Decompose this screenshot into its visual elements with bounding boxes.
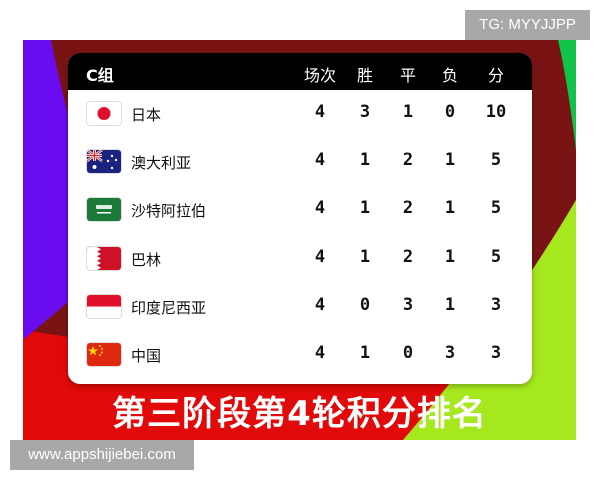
header-drawn: 平 bbox=[400, 66, 417, 85]
saudi-arabia-flag-icon bbox=[87, 198, 121, 221]
played-value: 4 bbox=[314, 198, 326, 218]
points-value: 5 bbox=[490, 150, 502, 170]
lost-value: 0 bbox=[444, 102, 456, 122]
points-value: 3 bbox=[490, 343, 502, 363]
australia-flag-icon bbox=[87, 150, 121, 173]
drawn-value: 0 bbox=[402, 343, 414, 363]
team-name: 巴林 bbox=[131, 251, 162, 269]
won-value: 1 bbox=[359, 198, 371, 218]
table-row: 沙特阿拉伯 4 1 2 1 5 bbox=[68, 186, 532, 234]
bahrain-flag-icon bbox=[87, 247, 121, 270]
won-value: 1 bbox=[359, 247, 371, 267]
indonesia-flag-icon bbox=[87, 295, 121, 318]
team-name: 沙特阿拉伯 bbox=[131, 202, 207, 220]
played-value: 4 bbox=[314, 247, 326, 267]
china-flag-icon bbox=[87, 343, 121, 366]
played-value: 4 bbox=[314, 102, 326, 122]
drawn-value: 2 bbox=[402, 198, 414, 218]
won-value: 3 bbox=[359, 102, 371, 122]
header-played: 场次 bbox=[304, 66, 337, 85]
played-value: 4 bbox=[314, 343, 326, 363]
table-row: 日本 4 3 1 0 10 bbox=[68, 90, 532, 138]
lost-value: 3 bbox=[444, 343, 456, 363]
team-name: 印度尼西亚 bbox=[131, 299, 207, 317]
header-points: 分 bbox=[488, 66, 505, 85]
won-value: 1 bbox=[359, 343, 371, 363]
lost-value: 1 bbox=[444, 150, 456, 170]
lost-value: 1 bbox=[444, 198, 456, 218]
table-row: 澳大利亚 4 1 2 1 5 bbox=[68, 138, 532, 186]
won-value: 0 bbox=[359, 295, 371, 315]
standings-table: C组 场次 胜 平 负 分 日本 4 3 1 0 10 澳大利亚 4 1 2 1… bbox=[68, 53, 532, 384]
header-lost: 负 bbox=[442, 66, 459, 85]
bg-green bbox=[558, 40, 576, 150]
caption: 第三阶段第4轮积分排名 bbox=[112, 394, 487, 434]
drawn-value: 2 bbox=[402, 150, 414, 170]
drawn-value: 2 bbox=[402, 247, 414, 267]
points-value: 5 bbox=[490, 247, 502, 267]
table-row: 印度尼西亚 4 0 3 1 3 bbox=[68, 283, 532, 331]
tg-watermark: TG: MYYJJPP bbox=[465, 10, 590, 40]
japan-flag-icon bbox=[87, 102, 121, 125]
lost-value: 1 bbox=[444, 247, 456, 267]
team-name: 澳大利亚 bbox=[131, 154, 192, 172]
header-won: 胜 bbox=[357, 66, 374, 85]
drawn-value: 1 bbox=[402, 102, 414, 122]
lost-value: 1 bbox=[444, 295, 456, 315]
table-row: 中国 4 1 0 3 3 bbox=[68, 331, 532, 379]
won-value: 1 bbox=[359, 150, 371, 170]
points-value: 10 bbox=[485, 102, 507, 122]
group-label: C组 bbox=[86, 66, 114, 85]
table-row: 巴林 4 1 2 1 5 bbox=[68, 235, 532, 283]
team-name: 日本 bbox=[131, 106, 162, 124]
standings-graphic: C组 场次 胜 平 负 分 日本 4 3 1 0 10 澳大利亚 4 1 2 1… bbox=[23, 40, 576, 440]
team-name: 中国 bbox=[131, 347, 162, 365]
points-value: 5 bbox=[490, 198, 502, 218]
played-value: 4 bbox=[314, 150, 326, 170]
site-watermark: www.appshijiebei.com bbox=[10, 440, 194, 470]
played-value: 4 bbox=[314, 295, 326, 315]
table-header: C组 场次 胜 平 负 分 bbox=[68, 53, 532, 90]
drawn-value: 3 bbox=[402, 295, 414, 315]
bg-lime bbox=[403, 200, 576, 440]
points-value: 3 bbox=[490, 295, 502, 315]
